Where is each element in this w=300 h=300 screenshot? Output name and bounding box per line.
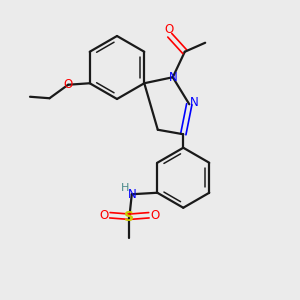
Text: N: N: [190, 96, 199, 109]
Text: O: O: [64, 78, 73, 91]
Text: H: H: [121, 183, 129, 193]
Text: N: N: [128, 188, 136, 201]
Text: O: O: [150, 209, 160, 222]
Text: O: O: [99, 209, 109, 222]
Text: O: O: [165, 23, 174, 36]
Text: S: S: [124, 210, 134, 224]
Text: N: N: [168, 71, 177, 84]
